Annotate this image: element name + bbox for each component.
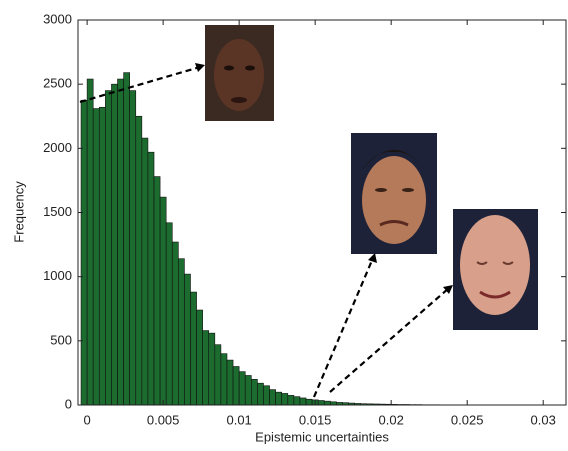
x-tick-label: 0.02 xyxy=(379,412,404,427)
bar xyxy=(92,108,100,406)
bar xyxy=(111,83,118,406)
bar xyxy=(275,391,283,406)
bar xyxy=(117,78,124,406)
bar xyxy=(184,273,191,406)
bar xyxy=(153,176,161,406)
y-tick-label: 1500 xyxy=(43,204,72,219)
y-tick-label: 0 xyxy=(65,396,72,411)
bar xyxy=(251,379,258,406)
y-tick-label: 1000 xyxy=(43,268,72,283)
bar xyxy=(190,291,197,406)
x-tick-label: 0 xyxy=(84,412,91,427)
bar xyxy=(165,222,173,406)
bar xyxy=(232,366,240,406)
bar xyxy=(323,400,331,406)
bar xyxy=(202,330,210,406)
axes-box xyxy=(77,19,567,406)
bar xyxy=(257,382,264,406)
bar xyxy=(123,72,130,406)
y-tick-label: 3000 xyxy=(43,11,72,26)
bar xyxy=(135,115,143,406)
x-tick-label: 0.03 xyxy=(531,412,556,427)
plot-area: 0 500 1000 1500 2000 2500 3000 0 0.005 0.01 0.015 0… xyxy=(43,11,567,427)
bar xyxy=(196,309,203,406)
bar xyxy=(287,395,295,406)
face-image xyxy=(205,25,274,121)
bar xyxy=(238,371,246,406)
bar xyxy=(263,385,270,406)
bar xyxy=(269,389,276,406)
bar xyxy=(80,99,88,406)
y-tick-label: 500 xyxy=(50,332,72,347)
bar xyxy=(244,375,252,406)
y-tick-label: 2500 xyxy=(43,76,72,91)
bar xyxy=(129,90,137,406)
bar xyxy=(141,137,149,406)
bar xyxy=(305,398,313,406)
arrow-head xyxy=(195,63,453,294)
annotations xyxy=(79,25,538,398)
bar xyxy=(147,151,155,406)
x-tick-label: 0.025 xyxy=(451,412,484,427)
bar xyxy=(159,196,167,406)
bar xyxy=(178,258,185,406)
face-image xyxy=(351,133,437,254)
bar xyxy=(293,396,301,406)
bar xyxy=(317,400,325,406)
bar xyxy=(171,241,179,406)
bar xyxy=(105,90,112,406)
bar xyxy=(86,78,94,406)
x-tick-label: 0.005 xyxy=(147,412,180,427)
x-tick-label: 0.01 xyxy=(226,412,251,427)
bar xyxy=(299,397,307,406)
x-tick-label: 0.015 xyxy=(299,412,332,427)
bar xyxy=(226,359,234,406)
bar xyxy=(214,344,222,406)
y-axis-label: Frequency xyxy=(11,181,26,243)
bar xyxy=(220,353,228,406)
arrow xyxy=(79,65,450,398)
y-tick-label: 2000 xyxy=(43,140,72,155)
face-image xyxy=(453,209,538,330)
x-axis-label: Epistemic uncertainties xyxy=(255,429,389,444)
bar xyxy=(281,393,289,406)
bar xyxy=(98,106,106,406)
bar xyxy=(208,332,216,406)
